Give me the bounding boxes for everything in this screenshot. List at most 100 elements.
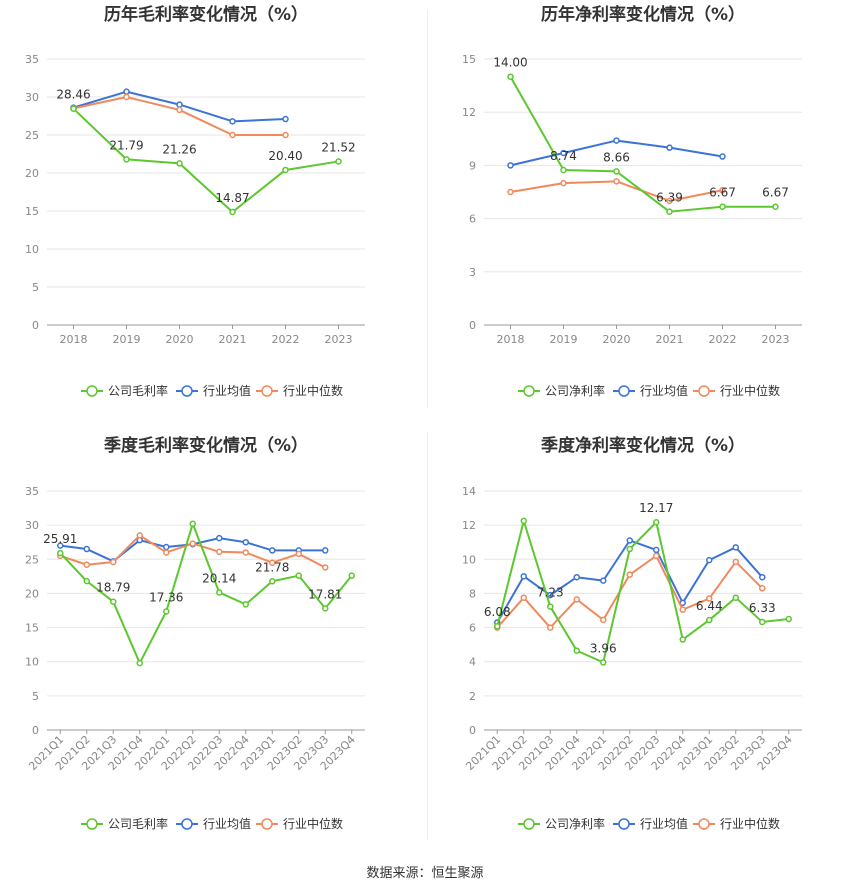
data-point-industry-avg[interactable] [282, 115, 289, 123]
data-point-industry-avg[interactable] [626, 537, 633, 544]
data-point-industry-median[interactable] [322, 564, 329, 571]
data-point-industry-median[interactable] [269, 559, 276, 566]
data-point-industry-avg[interactable] [706, 556, 713, 564]
data-point-industry-median[interactable] [136, 532, 143, 539]
data-point-industry-median[interactable] [282, 131, 289, 139]
data-point-company[interactable] [242, 601, 249, 608]
data-point-industry-median[interactable] [600, 616, 607, 624]
data-point-industry-median[interactable] [547, 624, 554, 631]
data-point-company[interactable] [573, 647, 580, 654]
data-point-company[interactable] [560, 166, 567, 174]
data-point-industry-median[interactable] [83, 561, 90, 568]
data-point-industry-median[interactable] [706, 595, 713, 602]
data-point-industry-median[interactable] [560, 179, 567, 187]
data-point-company[interactable] [547, 603, 554, 610]
data-point-industry-median[interactable] [216, 548, 223, 556]
legend-item-company[interactable]: 公司毛利率 [81, 383, 168, 398]
data-point-industry-avg[interactable] [176, 101, 183, 108]
data-point-industry-median[interactable] [719, 186, 726, 194]
data-point-industry-avg[interactable] [242, 538, 249, 546]
data-point-industry-avg[interactable] [520, 573, 527, 580]
data-point-industry-avg[interactable] [759, 573, 766, 581]
data-point-company[interactable] [626, 545, 633, 553]
data-point-industry-avg[interactable] [613, 137, 620, 144]
data-point-company[interactable] [229, 208, 236, 216]
data-point-industry-median[interactable] [732, 558, 739, 566]
legend-item-company[interactable]: 公司净利率 [518, 383, 605, 398]
data-point-company[interactable] [70, 105, 77, 112]
data-point-company[interactable] [785, 615, 792, 623]
data-point-industry-avg[interactable] [83, 545, 90, 553]
data-point-company[interactable] [494, 622, 501, 630]
legend-item-company[interactable]: 公司毛利率 [81, 816, 168, 831]
data-point-industry-avg[interactable] [123, 88, 130, 95]
legend-item-industry-median[interactable]: 行业中位数 [256, 816, 343, 831]
data-point-company[interactable] [136, 659, 143, 667]
data-point-industry-median[interactable] [163, 549, 170, 556]
data-point-company[interactable] [335, 158, 342, 165]
data-point-industry-median[interactable] [295, 550, 302, 558]
data-point-industry-median[interactable] [759, 585, 766, 592]
data-point-industry-median[interactable] [653, 552, 660, 560]
data-point-company[interactable] [83, 577, 90, 585]
data-point-company[interactable] [110, 598, 117, 605]
legend-item-industry-avg[interactable]: 行业均值 [613, 816, 688, 831]
data-point-company[interactable] [282, 166, 289, 174]
data-point-industry-median[interactable] [573, 596, 580, 603]
legend-item-industry-avg[interactable]: 行业均值 [176, 816, 251, 831]
data-point-company[interactable] [295, 572, 302, 579]
data-point-industry-median[interactable] [176, 106, 183, 114]
data-point-industry-median[interactable] [520, 594, 527, 601]
legend-item-company[interactable]: 公司净利率 [518, 816, 605, 831]
data-point-company[interactable] [719, 203, 726, 210]
data-point-industry-avg[interactable] [653, 546, 660, 554]
data-point-company[interactable] [759, 618, 766, 626]
data-point-industry-median[interactable] [626, 571, 633, 578]
data-point-industry-median[interactable] [229, 131, 236, 139]
data-point-industry-median[interactable] [110, 558, 117, 566]
data-point-industry-avg[interactable] [322, 547, 329, 554]
data-point-company[interactable] [613, 168, 620, 175]
data-point-company[interactable] [189, 520, 196, 528]
data-point-industry-avg[interactable] [163, 543, 170, 551]
data-point-industry-median[interactable] [189, 540, 196, 547]
data-point-industry-avg[interactable] [719, 153, 726, 160]
data-point-company[interactable] [520, 517, 527, 525]
data-point-industry-median[interactable] [666, 197, 673, 205]
data-point-company[interactable] [123, 156, 130, 163]
data-point-industry-avg[interactable] [666, 144, 673, 151]
data-point-industry-median[interactable] [613, 178, 620, 185]
data-point-company[interactable] [348, 572, 355, 579]
data-point-company[interactable] [176, 160, 183, 167]
data-point-industry-avg[interactable] [560, 149, 567, 157]
data-point-industry-median[interactable] [507, 188, 514, 196]
data-point-industry-median[interactable] [679, 606, 686, 613]
data-point-company[interactable] [57, 549, 64, 557]
data-point-company[interactable] [679, 636, 686, 643]
data-point-company[interactable] [216, 589, 223, 596]
data-point-industry-avg[interactable] [573, 573, 580, 581]
data-point-company[interactable] [322, 605, 329, 612]
data-point-industry-avg[interactable] [229, 118, 236, 125]
data-point-company[interactable] [706, 616, 713, 624]
data-point-company[interactable] [507, 73, 514, 80]
data-point-industry-median[interactable] [123, 93, 130, 101]
data-point-industry-avg[interactable] [57, 542, 64, 549]
data-point-industry-median[interactable] [242, 549, 249, 556]
data-point-industry-avg[interactable] [732, 544, 739, 551]
data-point-industry-avg[interactable] [216, 534, 223, 542]
data-point-industry-avg[interactable] [507, 162, 514, 169]
data-point-company[interactable] [732, 594, 739, 601]
data-point-company[interactable] [269, 578, 276, 585]
data-point-company[interactable] [600, 659, 607, 666]
legend-item-industry-avg[interactable]: 行业均值 [176, 383, 251, 398]
data-point-company[interactable] [666, 208, 673, 215]
data-point-company[interactable] [653, 518, 660, 526]
data-point-industry-avg[interactable] [600, 577, 607, 584]
legend-item-industry-avg[interactable]: 行业均值 [613, 383, 688, 398]
legend-item-industry-median[interactable]: 行业中位数 [693, 383, 780, 398]
data-point-industry-avg[interactable] [269, 547, 276, 554]
legend-item-industry-median[interactable]: 行业中位数 [256, 383, 343, 398]
data-point-company[interactable] [163, 608, 170, 615]
legend-item-industry-median[interactable]: 行业中位数 [693, 816, 780, 831]
